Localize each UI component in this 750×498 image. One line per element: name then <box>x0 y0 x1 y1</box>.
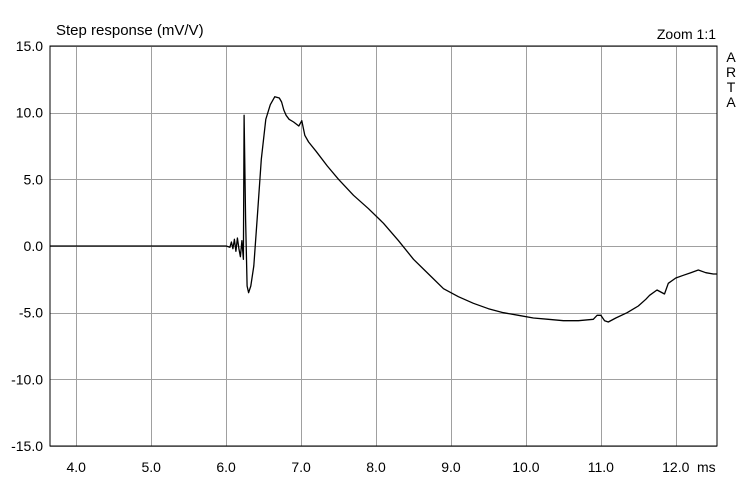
x-tick-label: 10.0 <box>512 459 539 475</box>
x-tick-label: 11.0 <box>588 459 614 475</box>
x-tick-label: 4.0 <box>66 459 86 475</box>
y-tick-label: -5.0 <box>19 305 43 321</box>
x-tick-label: 9.0 <box>441 459 461 475</box>
x-unit-label: ms <box>697 459 716 475</box>
x-tick-label: 6.0 <box>216 459 236 475</box>
chart-title: Step response (mV/V) <box>56 22 204 39</box>
y-tick-label: 15.0 <box>16 38 43 54</box>
y-tick-label: -15.0 <box>11 438 43 454</box>
x-tick-label: 5.0 <box>141 459 161 475</box>
y-tick-label: 0.0 <box>24 238 44 254</box>
y-tick-labels: 15.0 10.0 5.0 0.0 -5.0 -10.0 -15.0 <box>11 38 43 454</box>
zoom-label: Zoom 1:1 <box>657 26 716 42</box>
y-tick-label: 5.0 <box>24 171 44 187</box>
x-tick-label: 7.0 <box>291 459 311 475</box>
brand-letter: R <box>726 64 736 80</box>
series-group <box>50 96 717 323</box>
brand-letter: A <box>726 94 736 110</box>
series-line-0 <box>50 96 717 323</box>
x-tick-label: 8.0 <box>366 459 386 475</box>
y-tick-label: 10.0 <box>16 105 43 121</box>
x-tick-labels: 4.0 5.0 6.0 7.0 8.0 9.0 10.0 11.0 12.0 <box>66 459 689 475</box>
brand-letter: T <box>727 79 736 95</box>
y-tick-label: -10.0 <box>11 371 43 387</box>
x-tick-label: 12.0 <box>662 459 689 475</box>
brand-letter: A <box>726 49 736 65</box>
